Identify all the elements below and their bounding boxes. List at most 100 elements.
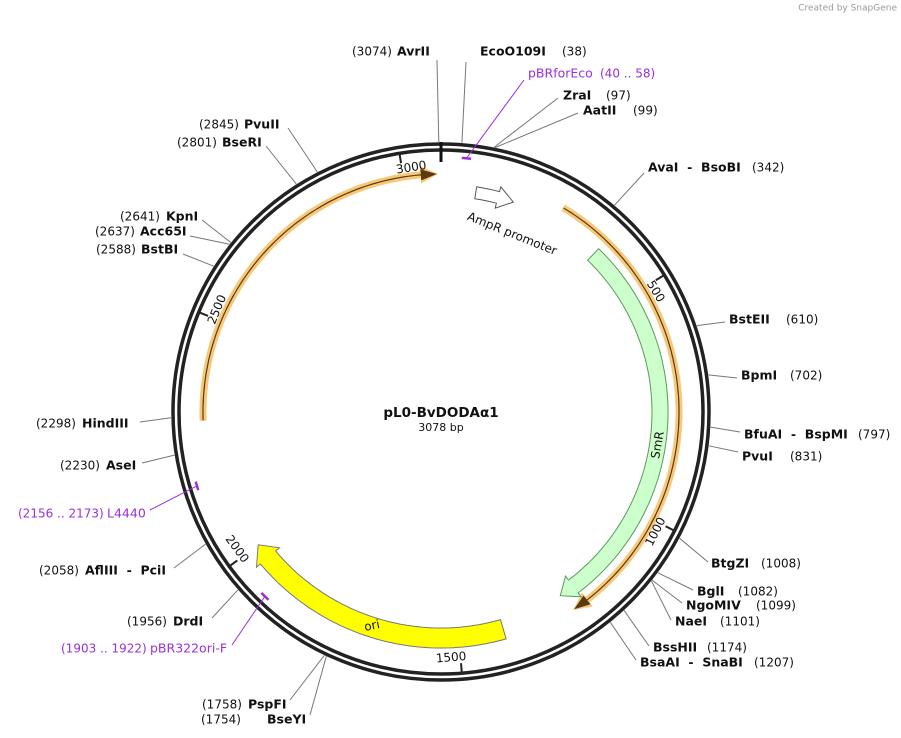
site-position: (2801) [177,136,217,150]
site-connector [211,589,239,619]
selection-arc [199,166,438,421]
site-connector [651,580,672,621]
site-connector [201,219,232,243]
site-connector [679,537,709,563]
primer-connector [466,79,525,159]
tick-mark [665,525,675,532]
site-position: (2637) [95,225,135,239]
site-name: NaeI [675,614,707,629]
site-name: HindIII [82,416,129,431]
site-connector [141,454,175,464]
site-name: BstBI [141,242,178,257]
site-connector [493,97,559,148]
site-connector [609,622,637,661]
site-connector [623,610,650,647]
site-name: BpmI [741,368,777,383]
site-position: (97) [606,89,631,103]
primer-name: pBR322ori-F [150,641,227,656]
site-connector [495,112,579,148]
site-position: (610) [786,313,818,327]
site-name: ZraI [563,88,591,103]
site-connector [436,59,440,143]
site-name: BfuAI - BspMI [744,427,848,442]
site-name: BtgZI [711,556,749,571]
primer-range: (40 .. 58) [600,67,655,81]
primer-name: L4440 [107,506,146,521]
primer-connector [149,485,198,511]
primer-mark [461,156,472,161]
site-position: (1082) [738,585,778,599]
site-position: (1758) [202,698,242,712]
primer-range: (1903 .. 1922) [61,642,147,656]
site-position: (1099) [756,599,796,613]
tick-mark [198,311,209,317]
site-position: (1956) [127,615,167,629]
site-name: BglI [697,584,724,599]
primer-mark [194,481,200,491]
site-name: AvaI - BsoBI [648,160,741,175]
site-connector [657,572,694,591]
site-position: (342) [752,161,784,175]
site-name: DrdI [173,614,203,629]
site-position: (2845) [199,118,239,132]
site-connector [139,417,172,423]
site-position: (1101) [720,615,760,629]
plasmid-size: 3078 bp [418,421,463,434]
site-connector [461,61,467,143]
site-name: PvuII [244,117,280,132]
site-name: AseI [106,458,136,473]
site-name: KpnI [166,209,198,224]
site-position: (2298) [36,417,76,431]
site-name: BseRI [222,135,262,150]
site-position: (2230) [60,459,100,473]
site-connector [289,655,325,701]
site-connector [189,235,230,245]
site-position: (1174) [707,641,747,655]
tick-mark [655,274,665,282]
site-name: BsaAI - SnaBI [640,655,743,670]
feature-label: SmR [648,430,667,460]
site-name: AflIII - PciI [85,563,166,578]
tick-mark [460,663,463,674]
feature-label: AmpR promoter [465,209,559,258]
site-connector [651,579,683,604]
site-connector [287,127,318,173]
site-name: AatII [583,103,616,118]
feature-arrow [559,247,669,598]
primer-connector [231,596,266,646]
credit: Created by SnapGene [798,4,897,14]
feature-label: ori [363,617,381,634]
site-position: (99) [633,104,658,118]
primer-mark [260,592,270,601]
site-name: BseYI [267,712,306,727]
site-connector [710,426,741,433]
selection-arc [561,204,683,610]
site-connector [182,253,214,267]
site-name: NgoMIV [686,598,741,613]
site-position: (1008) [761,557,801,571]
plasmid-name: pL0-BvDODAα1 [383,405,498,421]
tick-mark [398,153,403,164]
site-connector [708,445,739,453]
site-position: (2641) [120,210,160,224]
site-position: (38) [562,45,587,59]
site-position: (2588) [96,243,136,257]
site-name: PspFI [248,697,287,712]
site-connector [265,145,297,185]
site-connector [309,656,327,716]
site-name: AvrII [397,44,430,59]
site-name: BstEII [729,312,770,327]
site-name: Acc65I [140,224,187,239]
site-position: (1754) [201,713,241,727]
site-position: (831) [790,450,822,464]
site-position: (2058) [39,564,79,578]
site-position: (797) [858,428,890,442]
site-connector [173,543,206,569]
site-connector [696,321,726,327]
site-name: EcoO109I [480,44,546,59]
tick-label: 1500 [435,649,467,665]
feature-arrow [474,185,515,209]
site-position: (3074) [352,45,392,59]
site-name: BssHII [653,640,697,655]
